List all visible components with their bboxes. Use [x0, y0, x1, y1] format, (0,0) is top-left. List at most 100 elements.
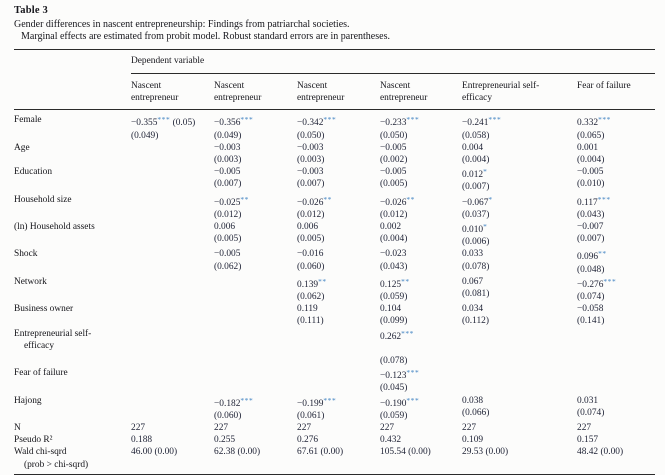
- row-label: Female: [14, 114, 131, 141]
- table-text-line: Female: [14, 115, 42, 126]
- table-text-line: (0.012): [214, 209, 242, 220]
- table-text-line: 105.54 (0.00): [380, 447, 431, 458]
- table-text-line: 67.61 (0.00): [297, 447, 344, 458]
- table-cell: −0.003 (0.003): [214, 142, 297, 166]
- table-text-line: [380, 343, 462, 355]
- table-cell: 0.332*** (0.065): [577, 114, 655, 141]
- table-row: Hajong −0.182*** (0.060) −0.199*** (0.061) −0…: [14, 395, 655, 422]
- table-text-line: Fear of failure: [577, 81, 631, 91]
- row-label: N: [14, 422, 131, 434]
- table-text-line: 227: [297, 423, 312, 434]
- table-text-line: (0.005): [380, 179, 408, 190]
- table-cell: −0.241*** (0.058): [462, 114, 577, 141]
- table-text-line: Nascent: [297, 81, 328, 91]
- table-text-line: (0.078): [462, 261, 490, 272]
- significance-stars: **: [240, 194, 249, 204]
- table-cell: [297, 328, 380, 368]
- table-text-line: 0.276: [297, 435, 319, 446]
- table-text-line: (0.002): [380, 155, 408, 166]
- table-text-line: Household size: [14, 194, 72, 205]
- table-text-line: entrepreneur: [297, 93, 345, 104]
- table-text-line: efficacy: [462, 93, 493, 104]
- table-text-line: −0.016: [297, 249, 324, 260]
- significance-stars: *: [483, 222, 488, 232]
- table-text-line: 227: [462, 423, 477, 434]
- table-text-line: Pseudo R²: [14, 435, 53, 446]
- table-text-line: 0.096**: [577, 249, 607, 263]
- table-text-line: efficacy: [24, 340, 55, 351]
- table-cell: −0.005 (0.005): [380, 166, 462, 193]
- table-cell: 46.00 (0.00): [131, 446, 214, 470]
- table-cell: [131, 303, 214, 327]
- table-cell: −0.342*** (0.050): [297, 114, 380, 141]
- row-label: Age: [14, 142, 131, 166]
- table-text-line: N: [14, 423, 21, 434]
- table-text-line: 0.109: [462, 435, 484, 446]
- table-row: Education −0.005 (0.007) −0.003 (0.007) −0.00…: [14, 166, 655, 193]
- table-number: Table 3: [14, 5, 48, 16]
- significance-stars: **: [406, 194, 415, 204]
- table-cell: 0.038 (0.066): [462, 395, 577, 422]
- table-text-line: (0.007): [297, 179, 325, 190]
- table-text-line: (0.062): [214, 261, 242, 272]
- column-header: Nascent entrepreneur: [297, 80, 380, 104]
- table-cell: [131, 276, 214, 303]
- table-cell: [131, 166, 214, 193]
- table-text-line: Fear of failure: [14, 368, 68, 379]
- table-cell: 227: [577, 422, 655, 434]
- table-text-line: Business owner: [14, 304, 74, 315]
- table-text-line: (0.007): [462, 182, 490, 193]
- table-text-line: 62.38 (0.00): [214, 447, 261, 458]
- table-cell: [214, 303, 297, 327]
- table-text-line: (0.060): [214, 410, 242, 421]
- table-text-line: (0.012): [297, 209, 325, 220]
- table-cell: 62.38 (0.00): [214, 446, 297, 470]
- table-cell: [297, 367, 380, 394]
- table-text-line: (0.012): [380, 209, 408, 220]
- table-text-line: 0.125**: [380, 276, 410, 290]
- table-text-line: 0.139**: [297, 276, 327, 290]
- table-text-line: (ln) Household assets: [14, 222, 95, 233]
- table-cell: 0.012* (0.007): [462, 166, 577, 193]
- table-cell: 227: [462, 422, 577, 434]
- table-row: Entrepreneurial self-efficacy 0.262*** (0…: [14, 328, 655, 368]
- table-cell: −0.016 (0.060): [297, 248, 380, 275]
- table-cell: −0.005 (0.002): [380, 142, 462, 166]
- table-text-line: (0.074): [577, 407, 605, 418]
- table-row: Household size −0.025** (0.012) −0.026** (0.…: [14, 194, 655, 221]
- table-text-line: −0.067*: [462, 194, 493, 208]
- table-text-line: 0.006: [297, 222, 319, 233]
- table-cell: 0.067 (0.081): [462, 276, 577, 303]
- table-text-line: 0.034: [462, 304, 484, 315]
- table-text-line: (0.004): [380, 234, 408, 245]
- table-text-line: −0.026**: [297, 194, 332, 208]
- table-cell: [131, 248, 214, 275]
- table-cell: −0.355*** (0.05) (0.049): [131, 114, 214, 141]
- table-text-line: 227: [577, 423, 592, 434]
- column-header: Fear of failure: [577, 80, 655, 104]
- table-note: Marginal effects are estimated from prob…: [21, 31, 390, 42]
- table-text-line: (0.111): [297, 316, 324, 327]
- table-text-line: (0.060): [297, 261, 325, 272]
- table-text-line: (0.141): [577, 316, 605, 327]
- table-cell: 0.117*** (0.043): [577, 194, 655, 221]
- table-cell: 227: [131, 422, 214, 434]
- table-text-line: (0.059): [380, 292, 408, 303]
- table-cell: −0.025** (0.012): [214, 194, 297, 221]
- table-cell: [214, 367, 297, 394]
- table-text-line: (0.003): [297, 155, 325, 166]
- table-text-line: −0.003: [214, 142, 241, 153]
- significance-stars: *: [483, 167, 488, 177]
- column-header: Nascent entrepreneur: [380, 80, 462, 104]
- table-text-line: −0.182***: [214, 395, 254, 409]
- table-cell: 227: [380, 422, 462, 434]
- table-header: Dependent variable Nascent entrepreneur Na…: [14, 50, 655, 106]
- row-label: Business owner: [14, 303, 131, 327]
- table-text-line: (0.099): [380, 316, 408, 327]
- table-text-line: −0.058: [577, 304, 604, 315]
- table-text-line: Entrepreneurial self-: [462, 81, 540, 91]
- table-text-line: 0.117***: [577, 194, 611, 208]
- table-cell: 0.096** (0.048): [577, 248, 655, 275]
- table-text-line: −0.003: [297, 167, 324, 178]
